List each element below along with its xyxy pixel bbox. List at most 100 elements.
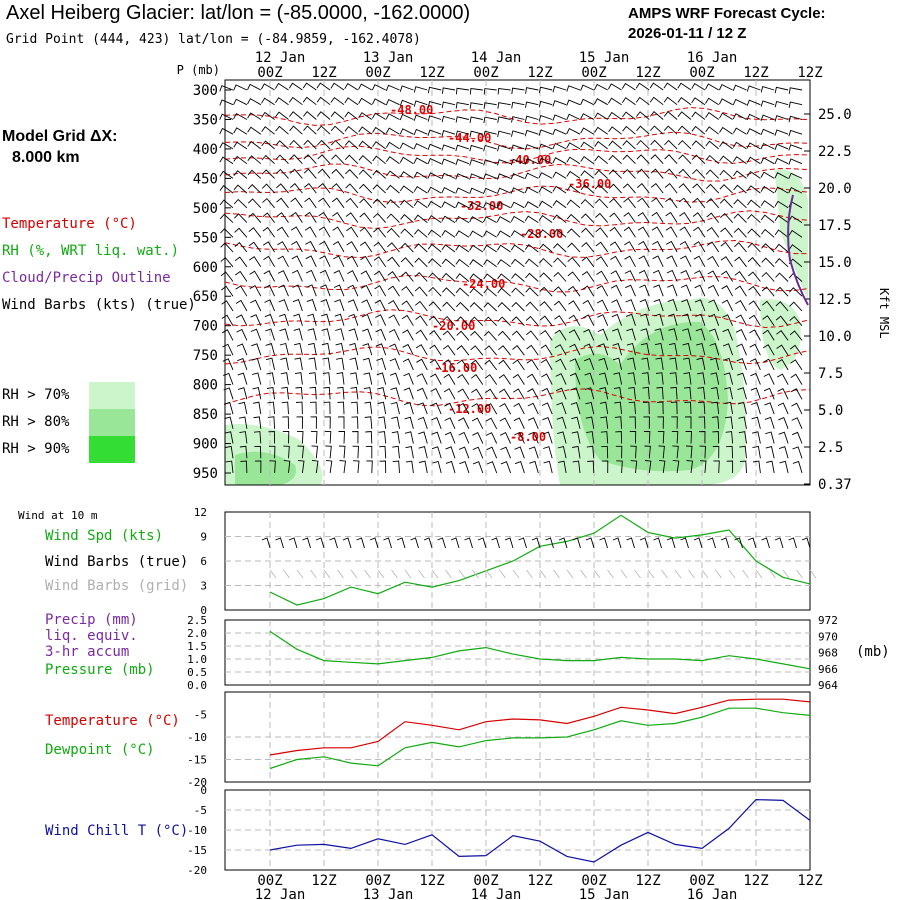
- wind-barb: [337, 401, 345, 415]
- y-tick-label: 2.5: [187, 614, 207, 627]
- wind-barb: [511, 258, 525, 268]
- wind-barb: [303, 111, 317, 120]
- pressure-panel: 0.00.51.01.52.02.5 964 966 968 970 972: [187, 614, 838, 692]
- wind-barb: [748, 300, 761, 312]
- wind-barb: [483, 287, 497, 297]
- wind-barb: [682, 342, 692, 356]
- wind-barb: [378, 416, 387, 429]
- time-label-bottom: 00Z: [473, 873, 498, 889]
- wind-barb: [388, 328, 400, 341]
- wind-barb: [566, 228, 581, 238]
- wind-barb: [538, 200, 553, 209]
- label-precip: Precip (mm): [45, 612, 138, 628]
- wind-barb: [788, 101, 803, 108]
- wind-barb: [344, 111, 359, 120]
- wind-barb: [358, 169, 373, 179]
- wind-barb: [692, 197, 706, 209]
- temperature-contour: [224, 163, 811, 182]
- wind-barb: [219, 127, 234, 135]
- right-tick-label: 964: [818, 679, 838, 692]
- wind-barb: [413, 143, 428, 150]
- wind-barb: [538, 143, 553, 150]
- wind-barb: [594, 98, 608, 106]
- wind-barb: [788, 186, 803, 194]
- wind-barb: [524, 215, 539, 223]
- wind-barb: [358, 155, 373, 165]
- wind-barb: [429, 358, 442, 371]
- wind-barb: [469, 116, 483, 123]
- wind-barb: [442, 330, 456, 341]
- wind-barb: [524, 101, 539, 108]
- wind-barb: [279, 342, 289, 356]
- wind-barb: [310, 416, 317, 429]
- wind-barb: [295, 386, 303, 400]
- wind-barb: [262, 241, 275, 253]
- wind-barb: [498, 374, 511, 385]
- surface-wind-barb: [423, 537, 433, 549]
- wind-barb: [760, 114, 775, 121]
- wind-barb: [262, 197, 275, 209]
- wind-barb: [669, 372, 678, 385]
- surface-wind-barb: [599, 537, 608, 549]
- surface-wind-barb: [396, 537, 406, 549]
- wind-barb: [399, 99, 414, 107]
- wind-barb: [220, 271, 234, 282]
- wind-barb: [538, 157, 553, 165]
- wind-barb: [514, 461, 525, 474]
- height-axis-label: Kft MSL: [877, 288, 891, 339]
- wind-barb: [712, 431, 720, 444]
- temperature-contour: [224, 309, 811, 329]
- wind-barb: [319, 255, 331, 267]
- wind-barb: [789, 344, 803, 356]
- wind-barb: [385, 84, 400, 92]
- wind-barb: [582, 299, 595, 312]
- wind-barb: [350, 401, 359, 415]
- wind-barb: [775, 301, 789, 312]
- wind-barb: [706, 198, 720, 209]
- wind-barb: [263, 284, 276, 297]
- grid-wind-barb: [283, 569, 290, 579]
- wind-barb: [325, 459, 333, 474]
- wind-barb: [316, 82, 331, 91]
- page-title: Axel Heiberg Glacier: lat/lon = (-85.000…: [6, 2, 471, 24]
- temperature-contour-label: -24.00: [462, 277, 505, 291]
- wind-barb: [747, 242, 761, 253]
- wind-barb: [419, 460, 428, 474]
- wind-barb: [512, 373, 525, 385]
- wind-barb: [511, 101, 525, 109]
- wind-barb: [322, 357, 331, 370]
- wind-barb: [584, 372, 595, 385]
- wind-barb: [526, 330, 539, 341]
- surface-wind-barb: [315, 537, 325, 549]
- wind-barb: [651, 226, 664, 238]
- wind-barb: [400, 242, 414, 253]
- rh80-swatch: [89, 409, 135, 436]
- wind-barb: [643, 431, 651, 444]
- wind-barb: [332, 240, 345, 253]
- wind-barb: [748, 271, 761, 282]
- wind-barb: [482, 216, 497, 223]
- surface-wind-barb: [464, 537, 473, 549]
- wind-barb: [497, 116, 511, 123]
- wind-barb: [497, 302, 511, 312]
- wind-barb: [247, 140, 262, 150]
- wind-barb: [652, 269, 664, 282]
- wind-barb: [552, 228, 567, 238]
- wind-barb: [344, 97, 359, 106]
- wind-barb: [609, 212, 622, 223]
- wind-barb: [584, 387, 595, 400]
- wind-barb: [698, 431, 706, 444]
- wind-barb: [554, 344, 567, 356]
- wind-barb: [456, 345, 470, 356]
- wind-barb: [696, 357, 706, 370]
- y-tick-label: 0: [200, 604, 207, 617]
- wind-barb: [428, 315, 442, 326]
- wind-barb: [707, 255, 720, 268]
- wind-barb: [639, 299, 650, 312]
- wind-barb: [723, 357, 734, 371]
- time-label-top: 12Z: [797, 65, 822, 81]
- wind-barb: [291, 255, 303, 267]
- wind-barb: [372, 212, 387, 223]
- wind-barb: [595, 241, 609, 253]
- wind-barb: [278, 313, 289, 326]
